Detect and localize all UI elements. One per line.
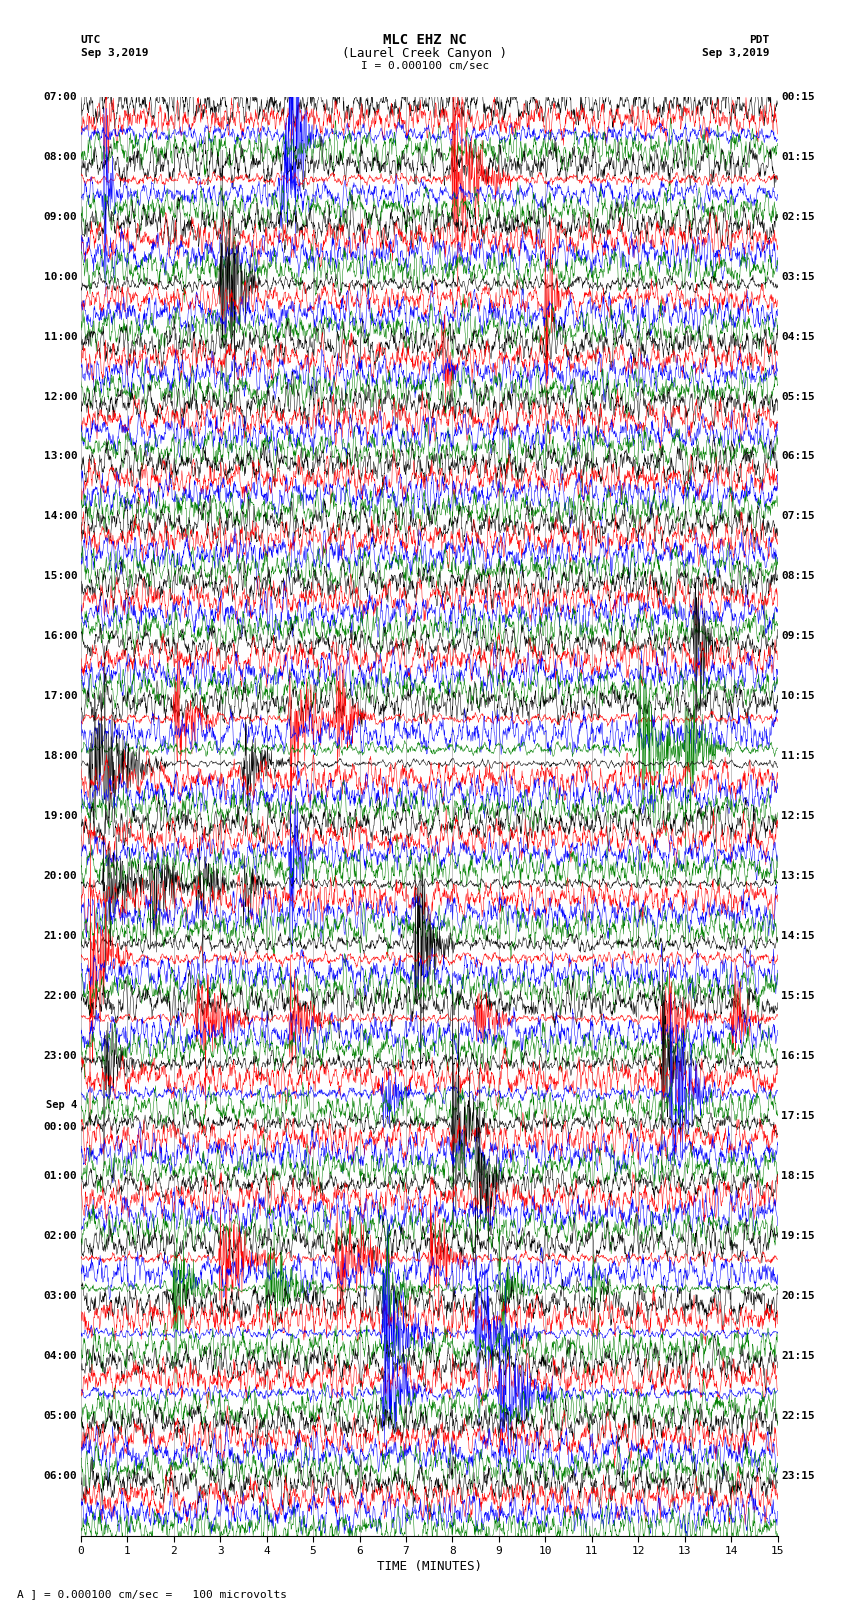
Text: 20:00: 20:00 (43, 871, 77, 881)
Text: 08:00: 08:00 (43, 152, 77, 161)
Text: 06:15: 06:15 (781, 452, 815, 461)
Text: 19:00: 19:00 (43, 811, 77, 821)
Text: 14:15: 14:15 (781, 931, 815, 940)
Text: 16:00: 16:00 (43, 631, 77, 642)
Text: 18:15: 18:15 (781, 1171, 815, 1181)
Text: 00:00: 00:00 (43, 1121, 77, 1132)
Text: 13:15: 13:15 (781, 871, 815, 881)
Text: 03:15: 03:15 (781, 271, 815, 282)
Text: 15:15: 15:15 (781, 990, 815, 1002)
Text: MLC EHZ NC: MLC EHZ NC (383, 34, 467, 47)
Text: 12:15: 12:15 (781, 811, 815, 821)
Text: 01:15: 01:15 (781, 152, 815, 161)
Text: 05:00: 05:00 (43, 1411, 77, 1421)
Text: 15:00: 15:00 (43, 571, 77, 581)
Text: 16:15: 16:15 (781, 1052, 815, 1061)
Text: 22:00: 22:00 (43, 990, 77, 1002)
Text: 04:15: 04:15 (781, 332, 815, 342)
Text: 03:00: 03:00 (43, 1290, 77, 1300)
Text: Sep 3,2019: Sep 3,2019 (81, 48, 148, 58)
Text: 17:00: 17:00 (43, 692, 77, 702)
Text: (Laurel Creek Canyon ): (Laurel Creek Canyon ) (343, 47, 507, 60)
Text: 10:15: 10:15 (781, 692, 815, 702)
Text: 04:00: 04:00 (43, 1350, 77, 1361)
Text: 06:00: 06:00 (43, 1471, 77, 1481)
Text: 09:00: 09:00 (43, 211, 77, 221)
Text: 23:15: 23:15 (781, 1471, 815, 1481)
Text: 11:15: 11:15 (781, 752, 815, 761)
Text: 00:15: 00:15 (781, 92, 815, 102)
Text: 01:00: 01:00 (43, 1171, 77, 1181)
Text: 11:00: 11:00 (43, 332, 77, 342)
Text: 07:15: 07:15 (781, 511, 815, 521)
Text: A ] = 0.000100 cm/sec =   100 microvolts: A ] = 0.000100 cm/sec = 100 microvolts (17, 1589, 287, 1598)
Text: I = 0.000100 cm/sec: I = 0.000100 cm/sec (361, 61, 489, 71)
X-axis label: TIME (MINUTES): TIME (MINUTES) (377, 1560, 482, 1573)
Text: 07:00: 07:00 (43, 92, 77, 102)
Text: 12:00: 12:00 (43, 392, 77, 402)
Text: 13:00: 13:00 (43, 452, 77, 461)
Text: 19:15: 19:15 (781, 1231, 815, 1240)
Text: 18:00: 18:00 (43, 752, 77, 761)
Text: 05:15: 05:15 (781, 392, 815, 402)
Text: 02:00: 02:00 (43, 1231, 77, 1240)
Text: 21:15: 21:15 (781, 1350, 815, 1361)
Text: UTC: UTC (81, 35, 101, 45)
Text: 17:15: 17:15 (781, 1111, 815, 1121)
Text: Sep 3,2019: Sep 3,2019 (702, 48, 769, 58)
Text: 02:15: 02:15 (781, 211, 815, 221)
Text: Sep 4: Sep 4 (46, 1100, 77, 1110)
Text: 22:15: 22:15 (781, 1411, 815, 1421)
Text: 14:00: 14:00 (43, 511, 77, 521)
Text: 08:15: 08:15 (781, 571, 815, 581)
Text: 21:00: 21:00 (43, 931, 77, 940)
Text: PDT: PDT (749, 35, 769, 45)
Text: 20:15: 20:15 (781, 1290, 815, 1300)
Text: 10:00: 10:00 (43, 271, 77, 282)
Text: 23:00: 23:00 (43, 1052, 77, 1061)
Text: 09:15: 09:15 (781, 631, 815, 642)
